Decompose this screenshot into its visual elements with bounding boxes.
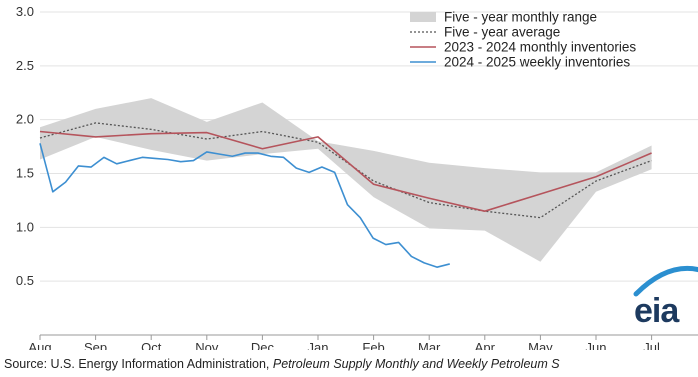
eia-logo: eia: [634, 268, 698, 330]
x-tick-label: Jan: [308, 340, 329, 350]
x-tick-label: Apr: [475, 340, 496, 350]
x-tick-label: May: [528, 340, 553, 350]
source-prefix: Source: U.S. Energy Information Administ…: [4, 357, 273, 371]
legend-weekly-label: 2024 - 2025 weekly inventories: [444, 55, 630, 70]
x-tick-label: Nov: [195, 340, 219, 350]
y-tick-label: 0.5: [16, 273, 34, 288]
x-tick-label: Oct: [141, 340, 162, 350]
x-tick-label: Feb: [362, 340, 384, 350]
eia-logo-text: eia: [634, 292, 680, 330]
x-tick-label: Sep: [84, 340, 107, 350]
source-note: Source: U.S. Energy Information Administ…: [4, 357, 698, 371]
y-tick-label: 2.5: [16, 58, 34, 73]
x-tick-label: Jul: [643, 340, 660, 350]
legend-monthly-label: 2023 - 2024 monthly inventories: [444, 40, 636, 55]
legend-average-label: Five - year average: [444, 25, 560, 40]
inventory-chart: 3.0 2.5 2.0 1.5 1.0 0.5 Aug Sep Oct Nov Dec Jan Feb M…: [0, 0, 698, 350]
y-tick-label: 3.0: [16, 4, 34, 19]
five-year-range-layer: [40, 98, 652, 262]
x-tick-label: Mar: [418, 340, 441, 350]
legend-range-swatch: [410, 12, 436, 22]
source-publication: Petroleum Supply Monthly and Weekly Petr…: [273, 357, 560, 371]
y-tick-label: 1.5: [16, 166, 34, 181]
x-tick-label: Jun: [586, 340, 607, 350]
y-tick-label: 2.0: [16, 112, 34, 127]
x-tick-label: Aug: [28, 340, 51, 350]
five-year-range-band: [40, 98, 652, 262]
x-tick-label: Dec: [251, 340, 275, 350]
legend-range-label: Five - year monthly range: [444, 10, 597, 25]
y-tick-label: 1.0: [16, 219, 34, 234]
